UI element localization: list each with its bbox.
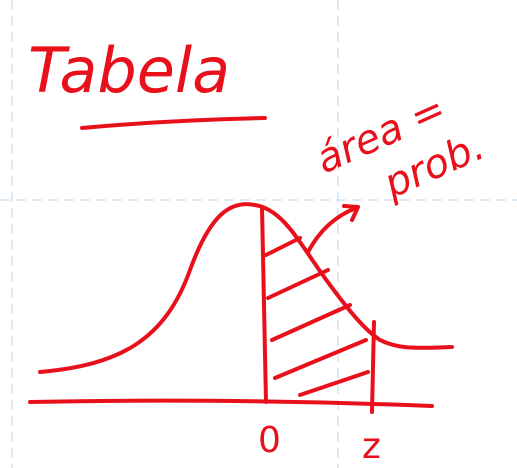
arrow [306,204,360,254]
mean-line [260,205,268,404]
axis-label: z [362,426,381,467]
title-underline [80,116,267,130]
title: Tabela [28,34,230,107]
x-axis [28,398,434,408]
z-line [370,320,376,414]
normal-curve [38,202,454,374]
hatching [264,236,370,397]
axis-label: 0 [258,420,281,461]
